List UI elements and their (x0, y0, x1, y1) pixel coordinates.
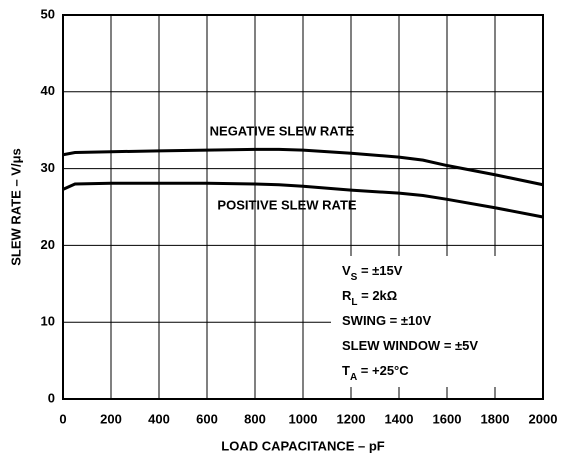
x-tick-label: 1400 (385, 411, 414, 426)
condition-main: T (342, 363, 350, 378)
x-tick-label: 0 (59, 411, 66, 426)
y-axis-label: SLEW RATE – V/μs (8, 148, 23, 266)
condition-sub: S (351, 272, 358, 283)
x-axis-label: LOAD CAPACITANCE – pF (221, 438, 385, 453)
condition-rest: = 2kΩ (358, 288, 398, 303)
x-tick-label: 1600 (433, 411, 462, 426)
series-label: POSITIVE SLEW RATE (217, 197, 356, 212)
y-tick-label: 40 (41, 83, 55, 98)
condition-text: SLEW WINDOW = ±5V (342, 338, 478, 353)
condition-sub: A (350, 372, 357, 383)
x-tick-label: 1000 (289, 411, 318, 426)
condition-rest: = +25°C (357, 363, 409, 378)
y-tick-label: 20 (41, 237, 55, 252)
condition-text: VS = ±15V (342, 263, 403, 282)
x-tick-label: 800 (244, 411, 266, 426)
y-tick-label: 30 (41, 160, 55, 175)
y-tick-label: 0 (48, 390, 55, 405)
condition-main: SWING = ±10V (342, 313, 431, 328)
x-tick-label: 1200 (337, 411, 366, 426)
condition-main: R (342, 288, 352, 303)
series-line (62, 181, 544, 219)
condition-rest: = ±15V (357, 263, 402, 278)
series-label: NEGATIVE SLEW RATE (210, 123, 355, 138)
y-tick-label: 50 (41, 6, 55, 21)
condition-text: TA = +25°C (342, 363, 409, 382)
condition-text: RL = 2kΩ (342, 288, 397, 307)
conditions-box (331, 256, 542, 387)
x-tick-label: 400 (148, 411, 170, 426)
condition-main: V (342, 263, 351, 278)
x-tick-label: 1800 (481, 411, 510, 426)
x-tick-label: 200 (100, 411, 122, 426)
condition-sub: L (351, 297, 357, 308)
x-tick-label: 600 (196, 411, 218, 426)
condition-text: SWING = ±10V (342, 313, 431, 328)
y-tick-label: 10 (41, 314, 55, 329)
x-tick-label: 2000 (529, 411, 558, 426)
series-line (62, 147, 544, 187)
plot-frame (62, 14, 544, 400)
condition-main: SLEW WINDOW = ±5V (342, 338, 478, 353)
